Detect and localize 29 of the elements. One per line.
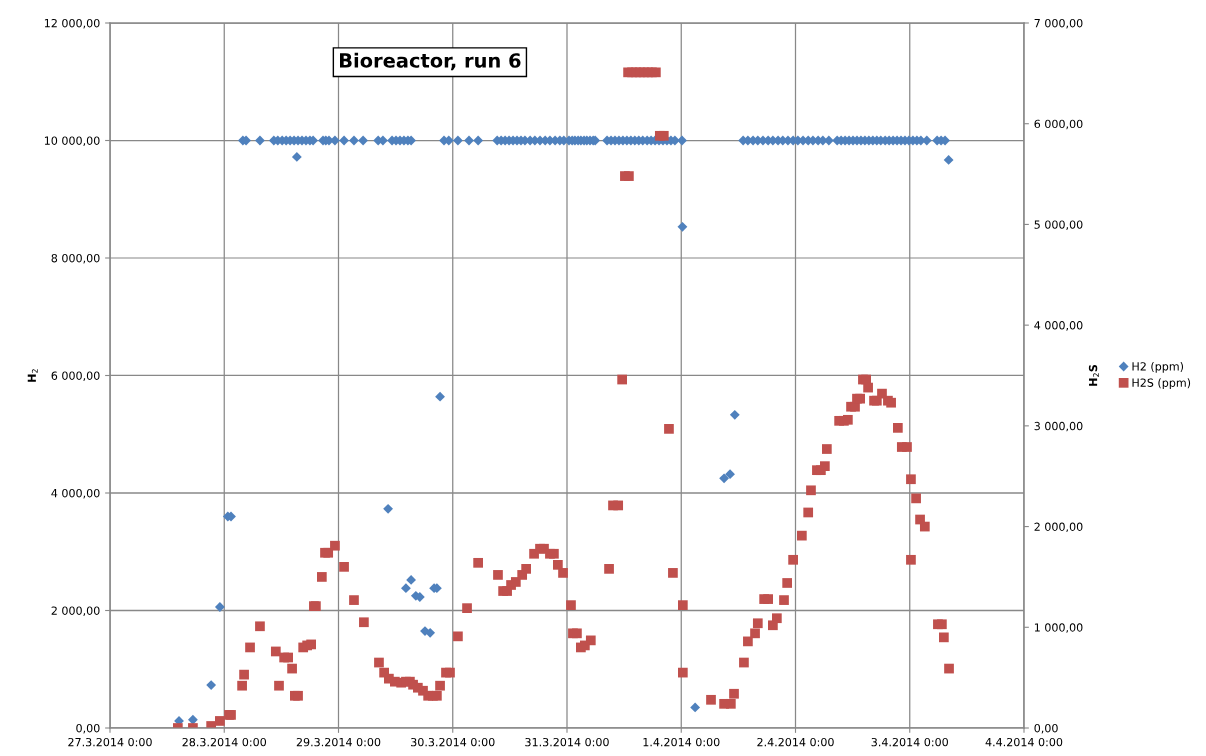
x-tick-label: 1.4.2014 0:00: [643, 737, 720, 747]
y-tick-label: 4 000,00: [51, 488, 100, 499]
x-tick-label: 28.3.2014 0:00: [182, 737, 267, 747]
x-tick-label: 27.3.2014 0:00: [68, 737, 152, 747]
y2-axis-title: H$_{2}$S: [1088, 364, 1099, 386]
x-tick-label: 31.3.2014 0:00: [525, 737, 609, 747]
x-tick-label: 2.4.2014 0:00: [757, 737, 834, 747]
x-tick-label: 29.3.2014 0:00: [296, 737, 381, 747]
y2-tick-label: 1 000,00: [1034, 623, 1083, 633]
x-tick-label: 4.4.2014 0:00: [985, 737, 1063, 747]
y2-tick-label: 0,00: [1034, 723, 1058, 734]
y-tick-label: 12 000,00: [44, 18, 100, 29]
legend-label: H2S (ppm): [1132, 378, 1191, 390]
x-tick-label: 30.3.2014 0:00: [411, 737, 495, 747]
legend-label: H2 (ppm): [1132, 361, 1184, 373]
y2-tick-label: 4 000,00: [1034, 321, 1083, 331]
y2-tick-label: 2 000,00: [1034, 522, 1083, 533]
y-tick-label: 0,00: [76, 723, 100, 734]
y2-tick-label: 5 000,00: [1034, 220, 1083, 230]
y-tick-label: 2 000,00: [51, 606, 100, 617]
y2-tick-label: 7 000,00: [1034, 18, 1083, 29]
y-axis-title: H$_{2}$: [27, 369, 38, 382]
x-tick-label: 3.4.2014 0:00: [871, 737, 948, 747]
text: Bioreactor, run 6: [340, 52, 521, 71]
y2-tick-label: 3 000,00: [1034, 421, 1083, 432]
y-tick-label: 6 000,00: [51, 371, 100, 382]
y-tick-label: 10 000,00: [44, 136, 100, 147]
y2-tick-label: 6 000,00: [1034, 119, 1083, 130]
y-tick-label: 8 000,00: [51, 253, 100, 264]
